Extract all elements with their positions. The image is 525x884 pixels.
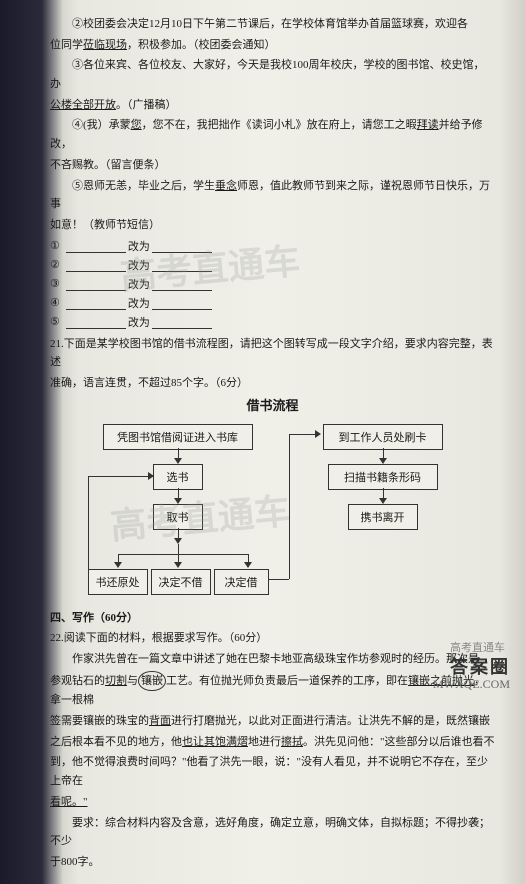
logo-text: 答案圈 [433, 653, 510, 679]
fill-3 [66, 277, 126, 291]
q21-line1: 21.下面是某学校图书馆的借书流程图，请把这个图转写成一段文字介绍，要求内容完整… [50, 335, 495, 372]
text-line-2: 位同学莅临现场，积极参加。（校团委会通知） [50, 36, 495, 55]
req: 要求：综合材料内容及含意，选好角度，确定立意，明确文体，自拟标题；不得抄袭；不少 [50, 814, 495, 851]
circle-2: ② [50, 258, 60, 271]
p6: 看呢。" [50, 793, 495, 812]
req2: 于800字。 [50, 853, 495, 872]
flow-box-9: 携书离开 [348, 504, 418, 530]
blank-4: ④ 改为 [50, 295, 495, 311]
flow-box-7: 到工作人员处刷卡 [323, 424, 443, 450]
circle-1: ① [50, 239, 60, 252]
fill-4 [66, 296, 126, 310]
q21-num: 21. [50, 338, 64, 350]
text-line-5: ④(我）承蒙您，您不在，我把拙作《读词小札》放在府上，请您工之暇拜读并给予修改， [50, 116, 495, 153]
text-line-8: 如意！（教师节短信） [50, 216, 495, 235]
p1: 作家洪先曾在一篇文章中讲述了她在巴黎卡地亚高级珠宝作坊参观时的经历。那次是 [50, 650, 495, 669]
blank-3: ③ 改为 [50, 276, 495, 292]
text-line-6: 不吝赐教。（留言便条） [50, 156, 495, 175]
label-3: 改为 [128, 276, 150, 292]
text-line-1: ②校团委会决定12月10日下午第二节课后，在学校体育馆举办首届篮球赛，欢迎各 [50, 15, 495, 34]
fill-1 [66, 239, 126, 253]
flow-title: 借书流程 [50, 395, 495, 414]
blank-5: ⑤ 改为 [50, 314, 495, 330]
exam-page: ②校团委会决定12月10日下午第二节课后，在学校体育馆举办首届篮球赛，欢迎各 位… [0, 0, 525, 884]
flow-box-8: 扫描书籍条形码 [328, 464, 438, 490]
section4-title: 四、写作（60分） [50, 609, 495, 628]
label-2: 改为 [128, 257, 150, 273]
p5: 到，他不觉得浪费时间吗？"他看了洪先一眼，说："没有人看见，并不说明它不存在，至… [50, 753, 495, 790]
flow-box-2: 选书 [153, 464, 203, 490]
p2: 参观钻石的切割与镶嵌工艺。有位抛光师负责最后一道保养的工序，即在镶嵌之前抛光，拿… [50, 671, 495, 710]
circle-5: ⑤ [50, 315, 60, 328]
label-4: 改为 [128, 295, 150, 311]
flow-box-4: 书还原处 [88, 569, 148, 595]
blank-1: ① 改为 [50, 238, 495, 254]
circle-3: ③ [50, 277, 60, 290]
flow-box-1: 凭图书馆借阅证进入书库 [103, 424, 253, 450]
p4: 之后根本看不见的地方，他也让其饱满熠地进行擦拭。洪先见问他："这些部分以后谁也看… [50, 733, 495, 752]
flowchart: 凭图书馆借阅证进入书库 选书 取书 书还原处 决定不借 决定借 到工作人员处刷卡 [83, 424, 463, 599]
flow-box-6: 决定借 [214, 569, 269, 595]
fill-2 [66, 258, 126, 272]
flow-box-3: 取书 [153, 504, 203, 530]
fill-1b [152, 239, 212, 253]
label-5: 改为 [128, 314, 150, 330]
fill-3b [152, 277, 212, 291]
text-line-3: ③各位来宾、各位校友、大家好，今天是我校100周年校庆，学校的图书馆、校史馆，办 [50, 56, 495, 93]
text-line-4: 公楼全部开放。（广播稿） [50, 96, 495, 115]
flow-box-5: 决定不借 [151, 569, 211, 595]
blank-2: ② 改为 [50, 257, 495, 273]
circle-4: ④ [50, 296, 60, 309]
label-1: 改为 [128, 238, 150, 254]
fill-2b [152, 258, 212, 272]
bottom-logo: 答案圈 MWXQE.COM [433, 653, 510, 692]
q21-line2: 准确，语言连贯，不超过85个字。（6分） [50, 374, 495, 393]
logo-sub: MWXQE.COM [433, 677, 510, 692]
fill-5 [66, 315, 126, 329]
text-line-7: ⑤恩师无恙，毕业之后，学生垂念师恩，值此教师节到来之际，谨祝恩师节日快乐，万事 [50, 177, 495, 214]
q22: 22.阅读下面的材料，根据要求写作。（60分） [50, 629, 495, 648]
fill-4b [152, 296, 212, 310]
p3: 签需要镶嵌的珠宝的背面进行打磨抛光，以此对正面进行清洁。让洪先不解的是，既然镶嵌 [50, 712, 495, 731]
q21-text: 下面是某学校图书馆的借书流程图，请把这个图转写成一段文字介绍，要求内容完整，表述 [50, 338, 493, 369]
fill-5b [152, 315, 212, 329]
